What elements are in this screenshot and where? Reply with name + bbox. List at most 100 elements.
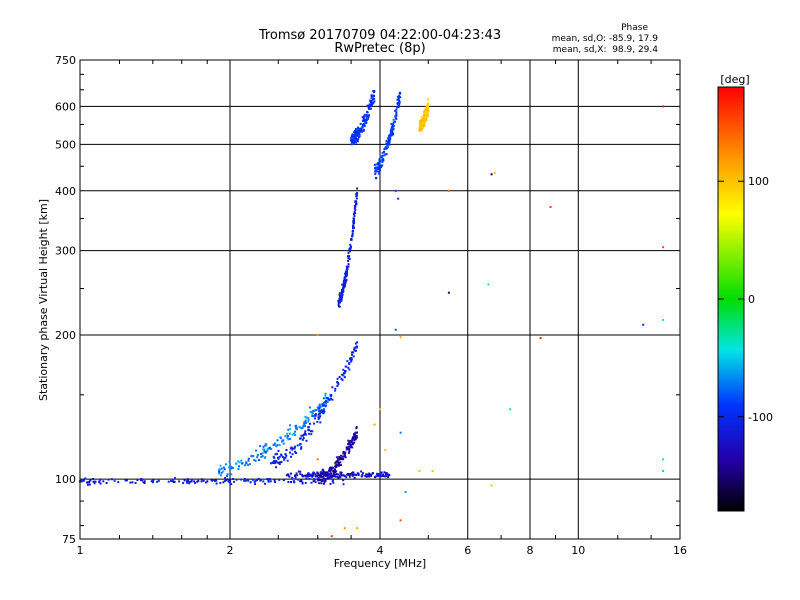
- scatter-point: [344, 271, 347, 273]
- scatter-point: [340, 299, 343, 302]
- scatter-point: [349, 473, 352, 475]
- scatter-point: [424, 110, 427, 113]
- scatter-point: [394, 120, 397, 123]
- scatter-point: [336, 385, 339, 387]
- scatter-point: [171, 479, 174, 482]
- scatter-point: [273, 479, 276, 482]
- scatter-point: [321, 472, 324, 475]
- scatter-point: [358, 127, 360, 130]
- scatter-point: [212, 478, 215, 481]
- scatter-point: [289, 428, 292, 430]
- scatter-point: [88, 481, 91, 484]
- scatter-point: [319, 471, 322, 474]
- scatter-point: [286, 459, 289, 462]
- scatter-point: [291, 433, 294, 436]
- scatter-point: [324, 405, 327, 408]
- scatter-point: [326, 471, 328, 474]
- scatter-point: [392, 118, 395, 121]
- scatter-point: [186, 480, 188, 483]
- scatter-point: [352, 355, 355, 358]
- scatter-point: [356, 345, 358, 348]
- scatter-point: [307, 419, 310, 422]
- scatter-point: [374, 167, 377, 170]
- scatter-point: [305, 416, 308, 419]
- scatter-point: [238, 465, 240, 468]
- scatter-point: [328, 398, 330, 401]
- grid-lines: [80, 60, 680, 539]
- scatter-point: [225, 479, 228, 482]
- scatter-point: [340, 377, 343, 380]
- scatter-point: [319, 475, 322, 478]
- scatter-point: [351, 134, 353, 137]
- scatter-point: [284, 453, 287, 456]
- scatter-point: [354, 436, 357, 439]
- scatter-point: [299, 443, 302, 446]
- scatter-point: [355, 203, 357, 206]
- scatter-point: [317, 477, 320, 479]
- scatter-point: [364, 475, 367, 478]
- scatter-point: [324, 479, 327, 482]
- scatter-point: [332, 474, 335, 477]
- scatter-point: [222, 466, 225, 469]
- scatter-point: [307, 426, 310, 429]
- scatter-point: [355, 141, 358, 144]
- scatter-point: [351, 474, 354, 477]
- scatter-point: [305, 477, 308, 480]
- scatter-point: [349, 445, 352, 447]
- scatter-point: [392, 127, 395, 130]
- scatter-point: [343, 278, 346, 281]
- scatter-point: [345, 476, 348, 479]
- scatter-point: [344, 365, 347, 368]
- scatter-point: [375, 163, 378, 166]
- scatter-point: [326, 476, 329, 478]
- scatter-point: [323, 478, 326, 481]
- scatter-point: [354, 434, 357, 437]
- scatter-point: [509, 408, 512, 411]
- scatter-point: [220, 467, 223, 470]
- scatter-point: [549, 206, 552, 208]
- scatter-point: [387, 476, 390, 479]
- scatter-point: [375, 170, 378, 173]
- scatter-point: [277, 456, 279, 459]
- scatter-point: [395, 117, 398, 120]
- scatter-point: [355, 474, 358, 476]
- scatter-point: [340, 454, 342, 457]
- scatter-point: [332, 481, 335, 484]
- scatter-point: [334, 387, 337, 390]
- scatter-point: [360, 127, 363, 130]
- scatter-point: [396, 105, 399, 108]
- scatter-point: [228, 479, 231, 482]
- scatter-point: [285, 454, 288, 457]
- scatter-point: [302, 424, 305, 427]
- scatter-point: [368, 473, 371, 476]
- scatter-point: [380, 471, 383, 474]
- scatter-point: [431, 470, 434, 472]
- scatter-point: [337, 461, 340, 464]
- scatter-point: [304, 419, 307, 422]
- scatter-point: [368, 107, 370, 110]
- scatter-point: [389, 132, 392, 135]
- scatter-point: [391, 125, 394, 128]
- scatter-point: [356, 341, 359, 344]
- scatter-point: [382, 475, 384, 478]
- scatter-point: [419, 124, 422, 127]
- scatter-point: [385, 472, 388, 475]
- scatter-point: [316, 420, 319, 423]
- scatter-point: [299, 473, 302, 476]
- scatter-point: [172, 481, 175, 484]
- scatter-point: [316, 406, 319, 409]
- scatter-point: [313, 478, 316, 481]
- scatter-point: [368, 475, 371, 478]
- scatter-point: [276, 439, 279, 442]
- scatter-point: [335, 475, 338, 478]
- scatter-point: [355, 426, 358, 429]
- x-tick-label-5: 10: [571, 544, 585, 557]
- scatter-point: [323, 474, 326, 477]
- scatter-point: [342, 483, 345, 486]
- scatter-point: [379, 155, 382, 158]
- scatter-point: [312, 480, 315, 483]
- scatter-point: [286, 436, 289, 439]
- scatter-point: [324, 471, 326, 474]
- scatter-point: [376, 166, 379, 169]
- y-tick-label-3: 300: [55, 245, 76, 258]
